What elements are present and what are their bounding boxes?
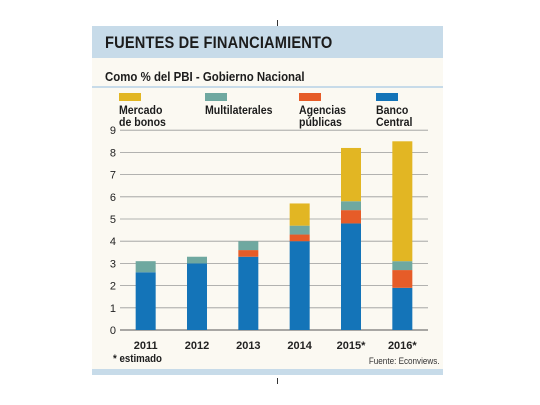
- y-tick-label: 2: [110, 281, 116, 293]
- y-tick-label: 5: [110, 214, 116, 226]
- x-tick-label: 2012: [185, 340, 209, 352]
- y-tick-label: 7: [110, 170, 116, 182]
- legend-label: Multilaterales: [205, 103, 273, 117]
- crop-mark-bottom: [277, 378, 278, 384]
- bar-segment: [392, 141, 413, 262]
- bar-segment: [341, 223, 361, 330]
- bar-segment: [392, 270, 413, 288]
- y-tick-label: 1: [110, 303, 116, 315]
- x-tick-label: 2015*: [337, 340, 366, 352]
- bar-segment: [135, 261, 156, 273]
- bar-segment: [392, 287, 413, 330]
- x-tick-label: 2011: [134, 340, 158, 352]
- subtitle-rule: [92, 86, 443, 88]
- bar-segment: [238, 241, 259, 251]
- bar-segment: [289, 203, 310, 226]
- crop-mark-top: [277, 20, 278, 26]
- y-tick-label: 0: [110, 325, 116, 337]
- legend-label: Agencias públicas: [299, 103, 346, 129]
- bar-segment: [187, 256, 207, 264]
- bar-segment: [341, 201, 361, 211]
- legend-swatch: [205, 93, 227, 101]
- bar-segment: [187, 263, 207, 330]
- bar-segment: [341, 210, 361, 224]
- bar-segment: [238, 250, 259, 257]
- legend-swatch: [299, 93, 321, 101]
- y-tick-label: 9: [110, 125, 116, 137]
- y-tick-label: 8: [110, 147, 116, 159]
- legend-swatch: [119, 93, 141, 101]
- legend-label: Banco Central: [376, 103, 413, 129]
- chart-title: FUENTES DE FINANCIAMIENTO: [105, 33, 333, 52]
- y-tick-label: 6: [110, 192, 116, 204]
- bar-segment: [289, 234, 310, 242]
- legend-label: Mercado de bonos: [119, 103, 166, 129]
- x-tick-label: 2013: [236, 340, 260, 352]
- chart-subtitle: Como % del PBI - Gobierno Nacional: [105, 69, 305, 84]
- y-tick-label: 3: [110, 258, 116, 270]
- bar-segment: [135, 272, 156, 330]
- legend-swatch: [376, 93, 398, 101]
- bottom-bar: [92, 369, 443, 375]
- bar-segment: [289, 225, 310, 235]
- bar-segment: [341, 147, 361, 202]
- footnote: * estimado: [113, 353, 162, 365]
- title-bar: [92, 26, 443, 58]
- source-note: Fuente: Econviews.: [369, 356, 440, 366]
- x-tick-label: 2014: [287, 340, 312, 352]
- bar-segment: [392, 261, 413, 271]
- bar-segment: [238, 256, 259, 330]
- x-tick-label: 2016*: [388, 340, 417, 352]
- y-tick-label: 4: [110, 236, 116, 248]
- bar-segment: [289, 241, 310, 330]
